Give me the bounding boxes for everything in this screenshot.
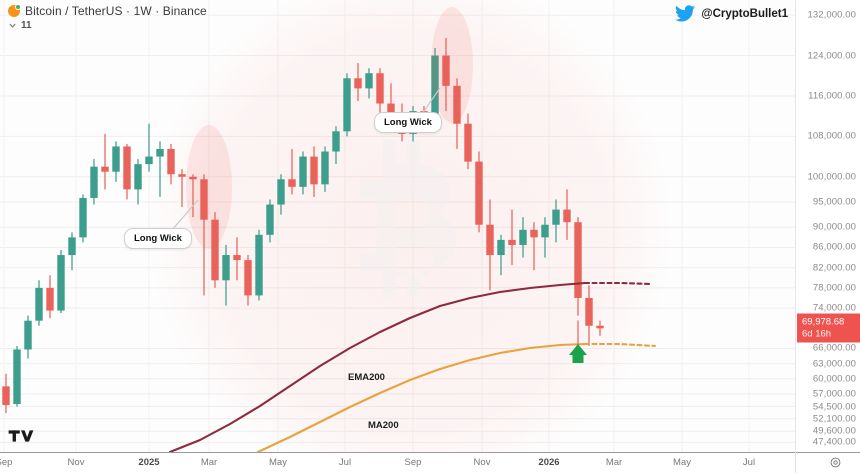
price-tick: 82,000.00 <box>812 262 856 274</box>
chart-gridlines <box>0 0 795 452</box>
tradingview-logo-icon <box>8 430 34 442</box>
price-tick: 63,000.00 <box>812 358 856 370</box>
twitter-handle: @CryptoBullet1 <box>701 7 788 20</box>
price-tick: 90,000.00 <box>812 221 856 233</box>
chart-settings-button[interactable] <box>829 452 842 473</box>
tradingview-logo <box>8 428 38 449</box>
long-wick-callout: Long Wick <box>374 112 442 133</box>
time-scale[interactable]: Sep Nov 2025 Mar May Jul Sep Nov 2026 Mar May Jul <box>0 452 860 474</box>
indicator-label-ema200: EMA200 <box>348 372 385 383</box>
time-tick: Mar <box>605 457 623 468</box>
time-tick: Jul <box>338 457 352 468</box>
price-tick: 86,000.00 <box>812 241 856 253</box>
indicator-label-ma200: MA200 <box>368 420 399 431</box>
price-tick: 108,000.00 <box>807 130 856 142</box>
bitcoin-coin-icon <box>8 4 21 17</box>
chart-plot-area[interactable]: Long Wick Long Wick EMA200 MA200 <box>0 0 795 452</box>
price-tick: 54,500.00 <box>812 401 856 413</box>
symbol-header[interactable]: Bitcoin / TetherUS · 1W · Binance <box>8 4 207 18</box>
price-tick: 95,000.00 <box>812 196 856 208</box>
price-tick: 47,400.00 <box>812 436 856 448</box>
price-tick: 52,100.00 <box>812 413 856 425</box>
price-tick: 57,000.00 <box>812 388 856 400</box>
indicator-overlays <box>168 7 657 452</box>
price-tick: 100,000.00 <box>807 171 856 183</box>
axis-separator <box>795 452 796 473</box>
price-tick: 60,000.00 <box>812 373 856 385</box>
chevron-down-icon[interactable] <box>8 21 17 30</box>
twitter-watermark: @CryptoBullet1 <box>675 5 788 22</box>
time-tick: 2025 <box>138 457 160 468</box>
price-tick: 49,600.00 <box>812 425 856 437</box>
bar-countdown: 6d 16h <box>802 328 832 340</box>
symbol-title: Bitcoin / TetherUS · 1W · Binance <box>25 4 207 18</box>
indicator-legend-row[interactable]: 11 <box>8 20 32 31</box>
long-wick-callout: Long Wick <box>124 228 192 249</box>
price-tick: 124,000.00 <box>807 50 856 62</box>
current-price-value: 69,978.68 <box>802 316 845 328</box>
price-scale[interactable]: 132,000.00 124,000.00 116,000.00 108,000.00… <box>795 0 860 452</box>
price-tick: 66,000.00 <box>812 342 856 354</box>
twitter-bird-icon <box>675 5 696 22</box>
time-tick: May <box>269 457 287 468</box>
time-tick: Mar <box>200 457 218 468</box>
price-tick: 132,000.00 <box>807 9 856 21</box>
time-tick: Nov <box>67 457 85 468</box>
legend-count: 11 <box>21 20 32 31</box>
price-tick: 78,000.00 <box>812 282 856 294</box>
time-tick: 2026 <box>538 457 560 468</box>
price-tick: 74,000.00 <box>812 302 856 314</box>
current-price-badge: 69,978.68 6d 16h <box>797 313 860 343</box>
time-tick: Sep <box>0 457 13 468</box>
time-tick: Nov <box>473 457 491 468</box>
time-tick: Sep <box>404 457 422 468</box>
time-tick: May <box>673 457 691 468</box>
time-tick: Jul <box>742 457 756 468</box>
price-tick: 116,000.00 <box>808 90 856 102</box>
gear-icon <box>830 457 841 468</box>
